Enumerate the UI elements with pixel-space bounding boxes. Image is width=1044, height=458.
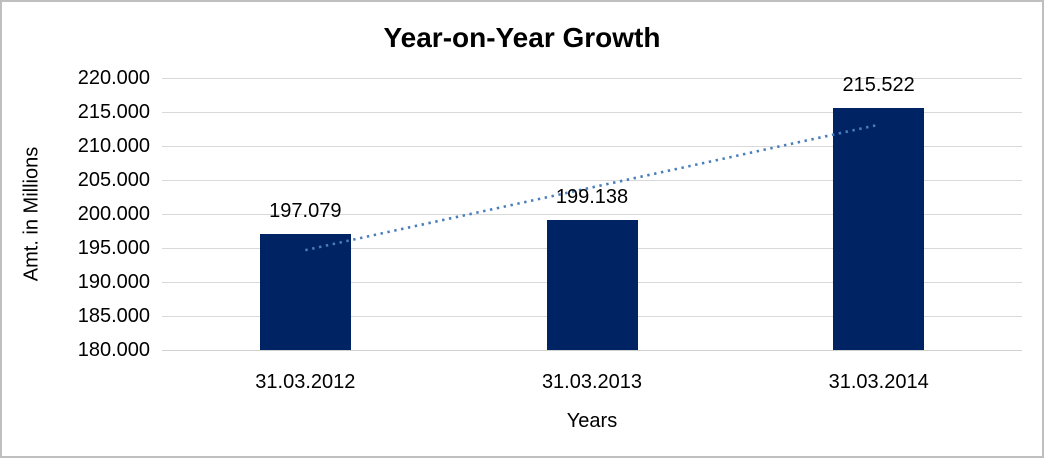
bar <box>546 219 638 350</box>
y-tick-label: 220.000 <box>77 67 150 89</box>
bar-value-label: 199.138 <box>555 185 629 208</box>
x-category-label: 31.03.2014 <box>828 371 929 393</box>
bar <box>259 233 351 350</box>
y-tick-label: 200.000 <box>77 203 150 225</box>
y-gridline <box>162 77 1022 79</box>
bar-value-label: 215.522 <box>842 74 915 97</box>
bar <box>833 108 925 350</box>
y-gridline <box>162 111 1022 113</box>
y-tick-label: 210.000 <box>77 135 150 157</box>
y-tick-label: 195.000 <box>77 237 150 259</box>
y-tick-label: 180.000 <box>77 339 150 361</box>
x-axis-title: Years <box>566 410 618 432</box>
x-axis-baseline <box>162 349 1022 351</box>
y-tick-label: 185.000 <box>77 305 150 327</box>
y-tick-label: 215.000 <box>77 101 150 123</box>
bar-value-label: 197.079 <box>269 199 342 222</box>
y-tick-label: 205.000 <box>77 169 150 191</box>
x-category-label: 31.03.2012 <box>255 371 356 393</box>
x-category-label: 31.03.2013 <box>541 371 643 393</box>
y-tick-label: 190.000 <box>77 271 150 293</box>
chart-title: Year-on-Year Growth <box>383 22 661 53</box>
